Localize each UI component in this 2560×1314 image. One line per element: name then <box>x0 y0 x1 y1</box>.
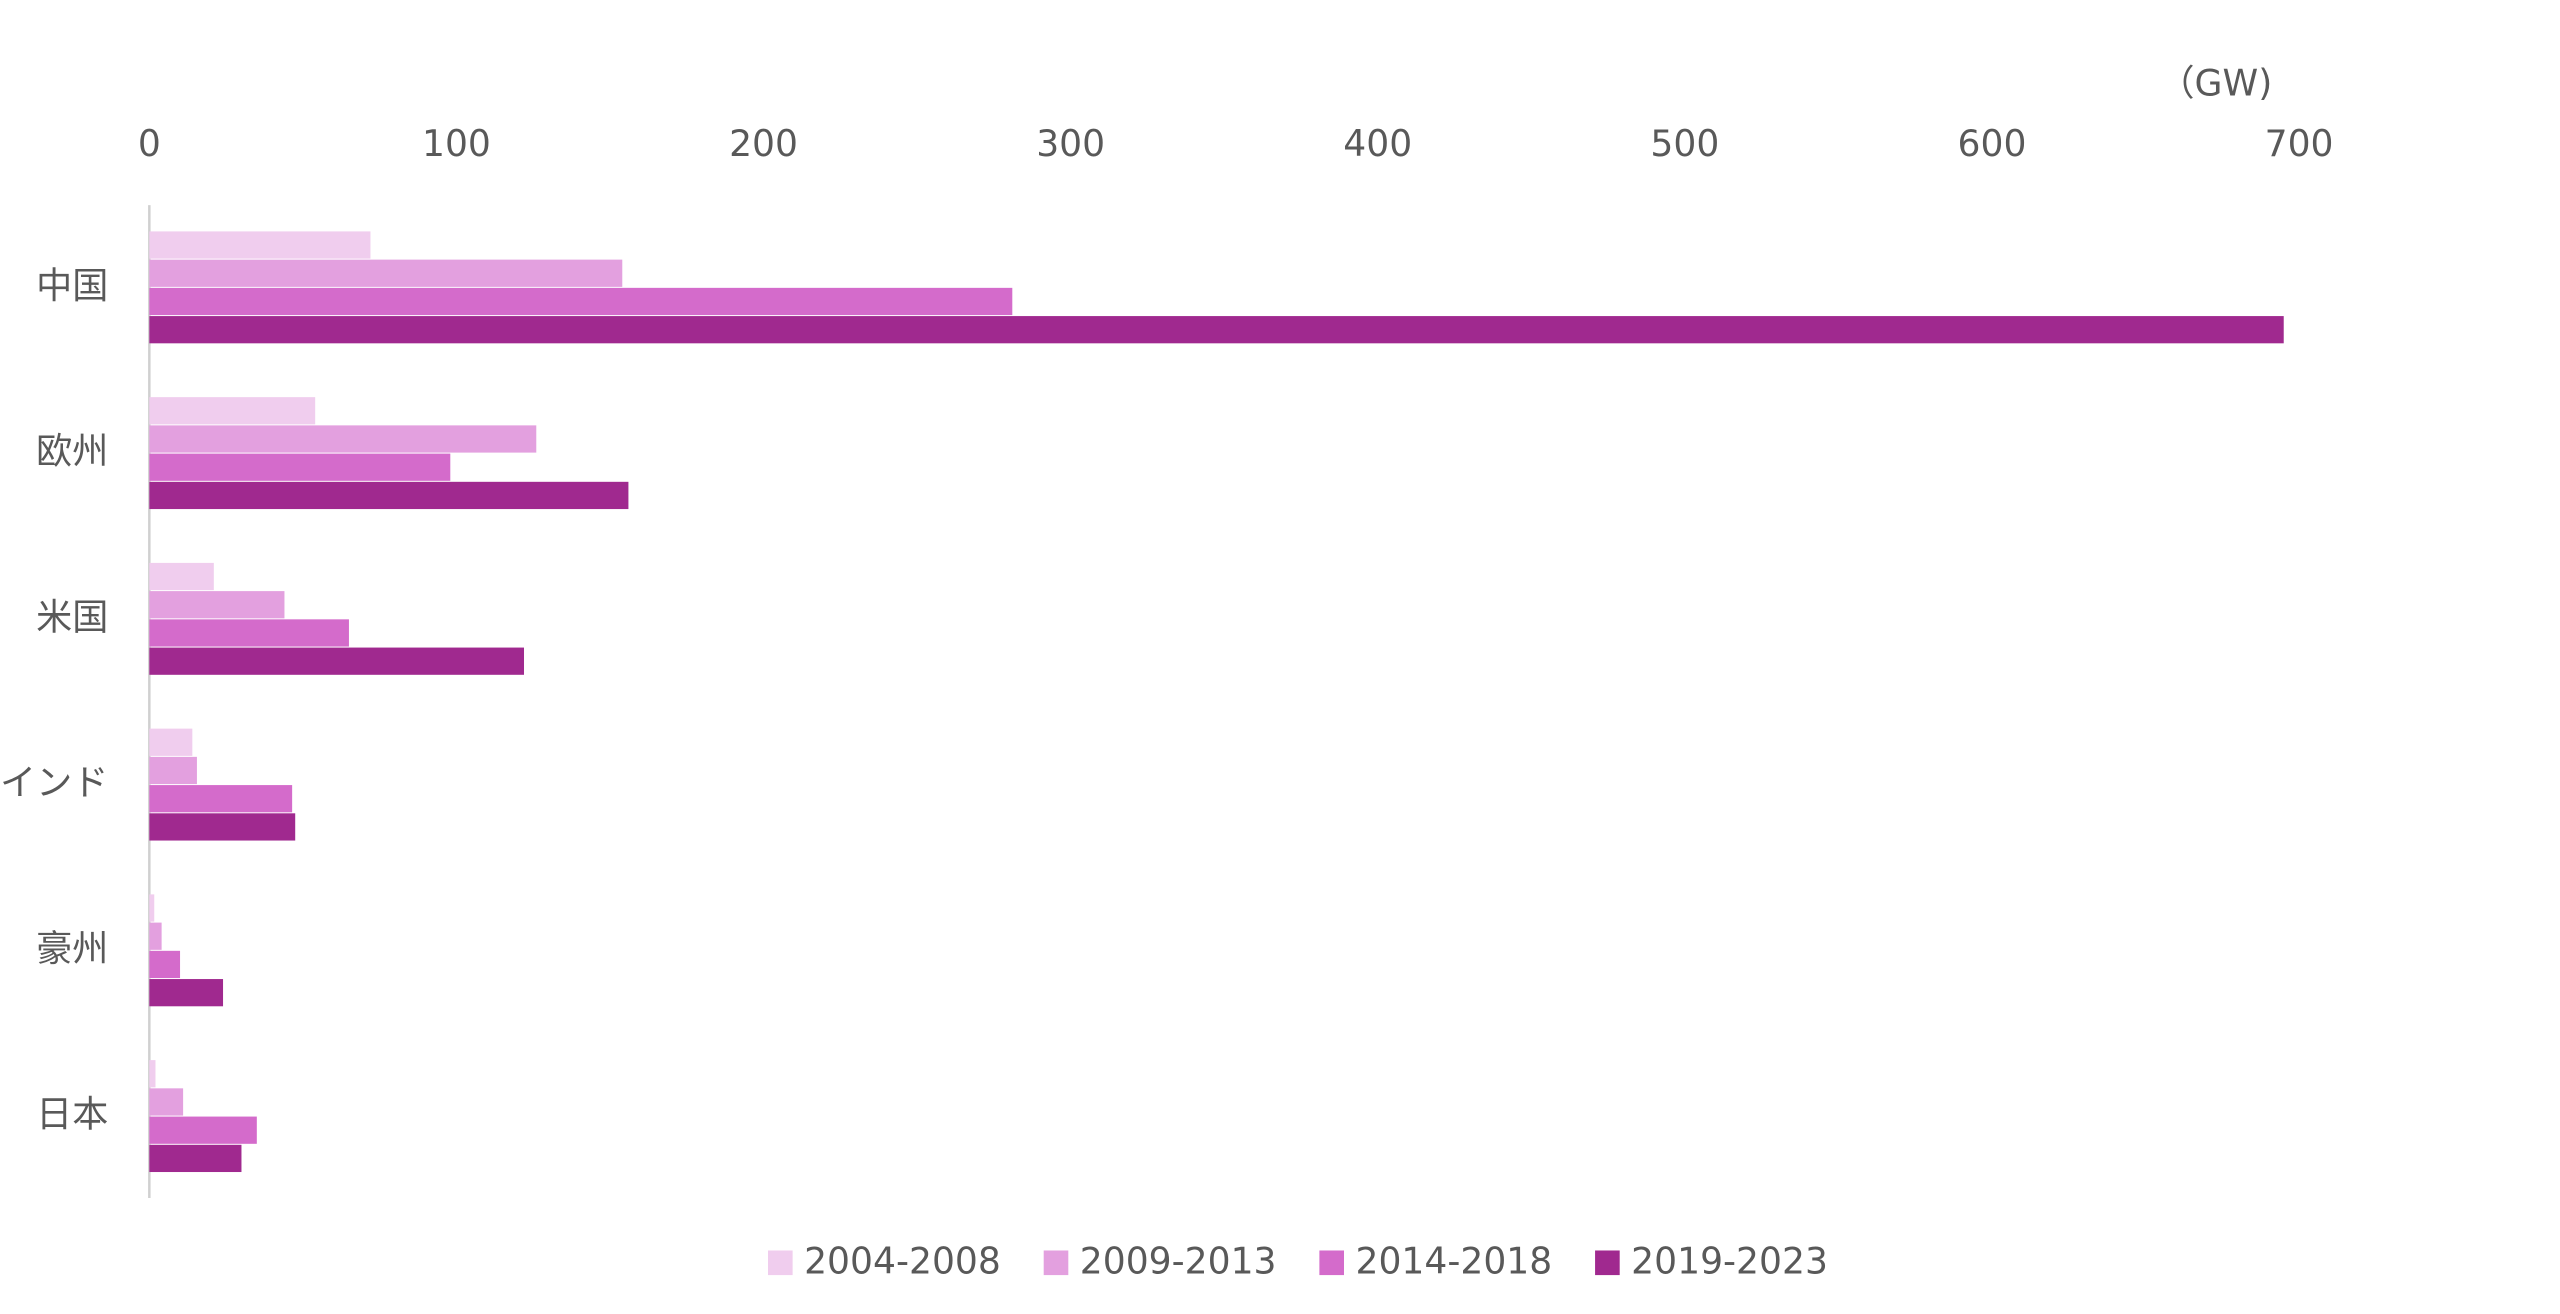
y-tick-label: 日本 <box>36 1093 108 1136</box>
x-tick-label: 500 <box>1650 122 1719 165</box>
legend-swatch <box>1319 1250 1344 1276</box>
bar <box>149 950 181 979</box>
bar <box>149 647 525 675</box>
legend-label: 2009-2013 <box>1080 1240 1277 1283</box>
bar <box>149 287 1013 316</box>
x-tick-label: 0 <box>138 122 161 165</box>
unit-label: （GW) <box>2158 61 2272 104</box>
bar <box>149 1060 156 1088</box>
bar <box>149 1116 257 1144</box>
bar <box>149 453 451 481</box>
bar <box>149 785 293 813</box>
legend-swatch <box>1595 1250 1620 1276</box>
y-tick-label: インド <box>0 761 108 804</box>
bar <box>149 231 371 259</box>
bar <box>149 813 296 841</box>
bar <box>149 894 155 922</box>
x-tick-label: 300 <box>1036 122 1105 165</box>
x-tick-label: 600 <box>1958 122 2027 165</box>
y-tick-label: 豪州 <box>36 927 108 970</box>
bar <box>149 728 193 756</box>
bar <box>149 619 349 647</box>
bar <box>149 979 224 1007</box>
x-tick-label: 100 <box>422 122 491 165</box>
bar <box>149 591 285 619</box>
legend-swatch <box>768 1250 793 1276</box>
x-tick-label: 700 <box>2265 122 2334 165</box>
bar <box>149 397 316 425</box>
y-tick-label: 米国 <box>36 595 108 638</box>
y-tick-label: 中国 <box>36 264 108 307</box>
x-tick-label: 200 <box>729 122 798 165</box>
y-tick-label: 欧州 <box>36 430 108 473</box>
legend-label: 2014-2018 <box>1355 1240 1552 1283</box>
legend-swatch <box>1043 1250 1069 1276</box>
x-tick-label: 400 <box>1343 122 1412 165</box>
bar <box>149 756 197 785</box>
legend-label: 2004-2008 <box>804 1240 1001 1283</box>
bar <box>149 562 214 591</box>
bar <box>149 316 2284 344</box>
bar <box>149 1144 242 1173</box>
bar <box>149 922 162 950</box>
bar <box>149 481 629 510</box>
bar <box>149 259 623 287</box>
bar <box>149 1088 184 1116</box>
bar <box>149 425 537 453</box>
legend-label: 2019-2023 <box>1631 1240 1828 1283</box>
